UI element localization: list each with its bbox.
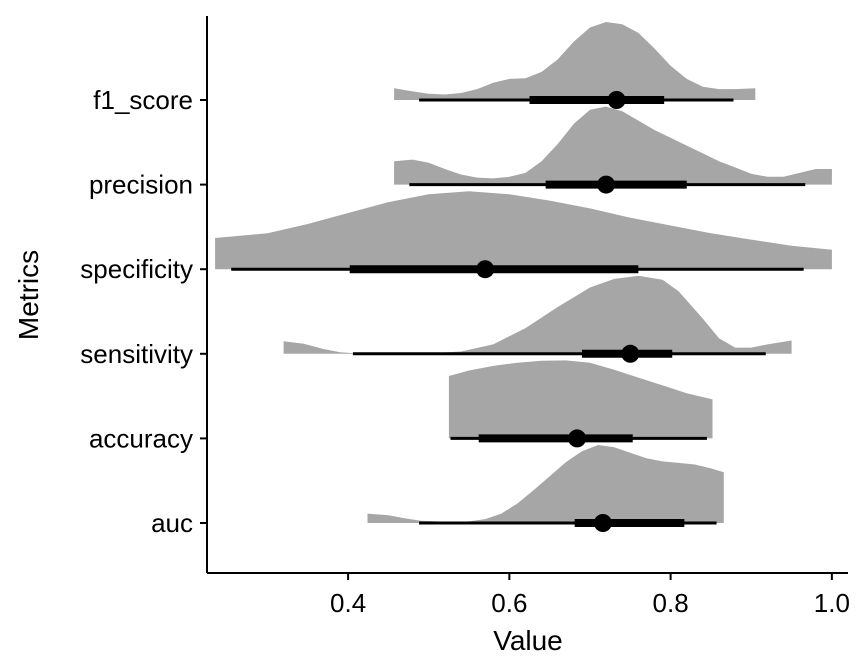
x-tick-label: 1.0 — [814, 588, 850, 618]
density-accuracy — [448, 360, 713, 439]
x-tick-label: 0.8 — [653, 588, 689, 618]
density-sensitivity — [283, 275, 792, 354]
x-tick-label: 0.6 — [491, 588, 527, 618]
density-layer — [215, 22, 832, 523]
interval-layer — [231, 91, 806, 532]
y-tick-label-f1_score: f1_score — [93, 85, 193, 115]
point-precision — [597, 175, 616, 194]
y-tick-label-accuracy: accuracy — [89, 423, 193, 453]
point-accuracy — [568, 429, 587, 448]
y-axis-ticks: auc accuracy sensitivity specificity precisi… — [80, 85, 207, 538]
point-specificity — [476, 260, 495, 279]
point-f1_score — [607, 91, 626, 109]
density-f1_score — [394, 22, 756, 100]
density-precision — [394, 106, 832, 185]
x-axis-title: Value — [493, 625, 563, 656]
point-sensitivity — [621, 344, 640, 363]
y-tick-label-sensitivity: sensitivity — [80, 339, 193, 369]
x-axis-ticks: 0.4 0.6 0.8 1.0 — [330, 573, 850, 618]
point-auc — [593, 514, 612, 532]
density-specificity — [215, 191, 832, 270]
x-tick-label: 0.4 — [330, 588, 366, 618]
y-tick-label-specificity: specificity — [80, 254, 193, 284]
y-axis-title: Metrics — [13, 250, 44, 340]
density-auc — [367, 445, 724, 523]
y-tick-label-precision: precision — [89, 170, 193, 200]
y-tick-label-auc: auc — [151, 508, 193, 538]
